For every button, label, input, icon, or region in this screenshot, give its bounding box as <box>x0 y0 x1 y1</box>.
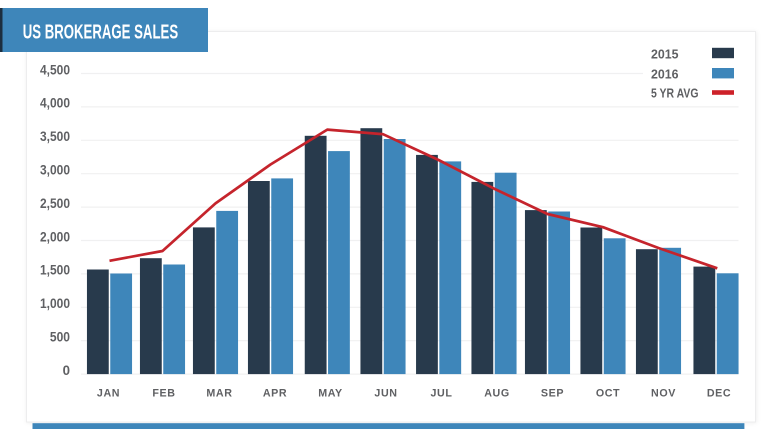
svg-text:MAY: MAY <box>318 387 343 399</box>
svg-text:US BROKERAGE SALES: US BROKERAGE SALES <box>23 21 178 43</box>
svg-text:1,500: 1,500 <box>40 263 70 278</box>
svg-text:DEC: DEC <box>707 387 731 399</box>
svg-text:JUN: JUN <box>374 387 397 399</box>
svg-text:2016: 2016 <box>651 67 679 82</box>
svg-text:500: 500 <box>50 330 70 345</box>
svg-text:JUL: JUL <box>431 387 453 399</box>
svg-text:APR: APR <box>263 387 287 399</box>
svg-text:OCT: OCT <box>596 387 620 399</box>
svg-text:0: 0 <box>63 363 70 378</box>
svg-text:JAN: JAN <box>97 387 120 399</box>
svg-text:2015: 2015 <box>651 46 679 61</box>
svg-text:NOV: NOV <box>651 387 676 399</box>
svg-text:MAR: MAR <box>206 387 232 399</box>
svg-text:5 YR AVG: 5 YR AVG <box>651 86 699 101</box>
svg-text:FEB: FEB <box>152 387 175 399</box>
svg-text:2,500: 2,500 <box>40 196 70 211</box>
svg-text:1,000: 1,000 <box>40 296 70 311</box>
svg-text:3,500: 3,500 <box>40 129 70 144</box>
svg-text:4,500: 4,500 <box>40 62 70 77</box>
svg-text:SEP: SEP <box>541 387 564 399</box>
svg-text:3,000: 3,000 <box>40 163 70 178</box>
svg-text:AUG: AUG <box>484 387 510 399</box>
svg-text:2,000: 2,000 <box>40 229 70 244</box>
svg-text:4,000: 4,000 <box>40 96 70 111</box>
